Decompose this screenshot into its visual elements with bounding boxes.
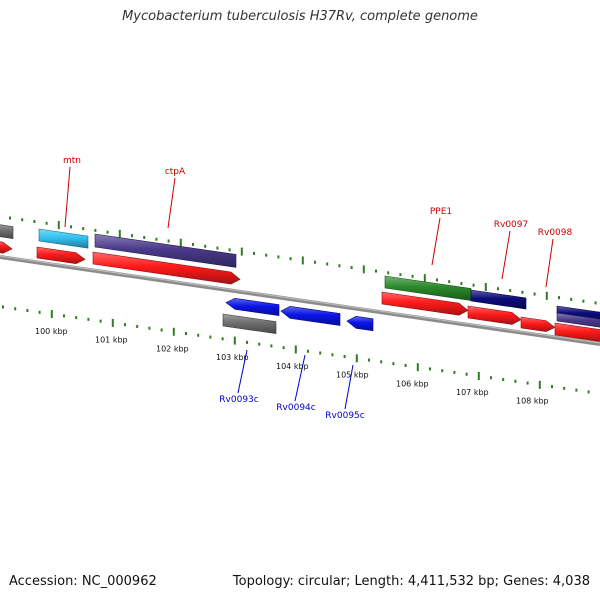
gene-Rv0093c-label: Rv0093c <box>219 395 258 405</box>
scale-label: 107 kbp <box>456 388 489 397</box>
gene-Rv0098 <box>556 305 600 321</box>
gene-ctpA <box>94 233 237 268</box>
gene-partial-purple <box>556 312 600 328</box>
backbone-layer <box>0 255 600 346</box>
genome-backbone-highlight <box>0 255 600 344</box>
map-title: Mycobacterium tuberculosis H37Rv, comple… <box>122 9 478 24</box>
scale-label: 108 kbp <box>516 397 549 406</box>
scale-label: 100 kbp <box>35 327 68 336</box>
gene-Rv0097-label: Rv0097 <box>494 220 528 230</box>
gene-mtn-leader <box>64 166 71 228</box>
gene-Rv0094c-leader <box>294 354 306 402</box>
label-layer: 100 kbp 101 kbp 102 kbp 103 kbp 104 kbp 105 k… <box>35 156 573 421</box>
cds-arrow <box>92 251 241 285</box>
accession-label: Accession: NC_000962 <box>9 574 157 589</box>
gene-Rv0093c <box>225 297 280 317</box>
gene-mtn <box>38 228 89 249</box>
cds-arrow <box>0 241 13 254</box>
lower-tick-track <box>2 305 590 394</box>
cds-arrow <box>467 305 522 325</box>
gene-Rv0098-leader <box>545 238 554 288</box>
upper-tick-track <box>9 216 597 305</box>
scale-label: 106 kbp <box>396 379 429 388</box>
scale-label: 105 kbp <box>336 371 369 380</box>
gene-Rv0098-label: Rv0098 <box>538 228 573 238</box>
scale-label: 101 kbp <box>95 336 128 345</box>
gene-PPE1-label: PPE1 <box>430 207 452 217</box>
cds-arrow <box>36 246 86 264</box>
gene-ctpA-leader <box>167 177 176 229</box>
gene-Rv0097-leader <box>501 230 511 280</box>
gene-Rv0097 <box>470 289 527 310</box>
gene-Rv0095c-leader <box>344 364 354 410</box>
gene-partial-grey <box>0 224 14 239</box>
cds-arrow <box>520 316 556 332</box>
scale-label: 103 kbp <box>216 353 249 362</box>
gene-ctpA-label: ctpA <box>165 167 186 177</box>
gene-Rv0094c-label: Rv0094c <box>276 403 315 413</box>
gene-grey <box>222 313 277 335</box>
gene-PPE1-leader <box>431 217 441 266</box>
cds-arrow <box>554 322 600 342</box>
cds-arrow <box>381 291 469 316</box>
gene-Rv0094c <box>280 305 341 326</box>
genome-summary: Topology: circular; Length: 4,411,532 bp… <box>232 574 590 589</box>
gene-mtn-label: mtn <box>63 156 81 166</box>
feature-track <box>0 224 600 342</box>
gene-Rv0093c-leader <box>237 349 248 394</box>
genome-backbone <box>0 255 600 346</box>
gene-Rv0095c <box>346 315 374 332</box>
scale-label: 104 kbp <box>276 362 309 371</box>
scale-label: 102 kbp <box>156 345 189 354</box>
gene-Rv0095c-label: Rv0095c <box>325 411 364 421</box>
